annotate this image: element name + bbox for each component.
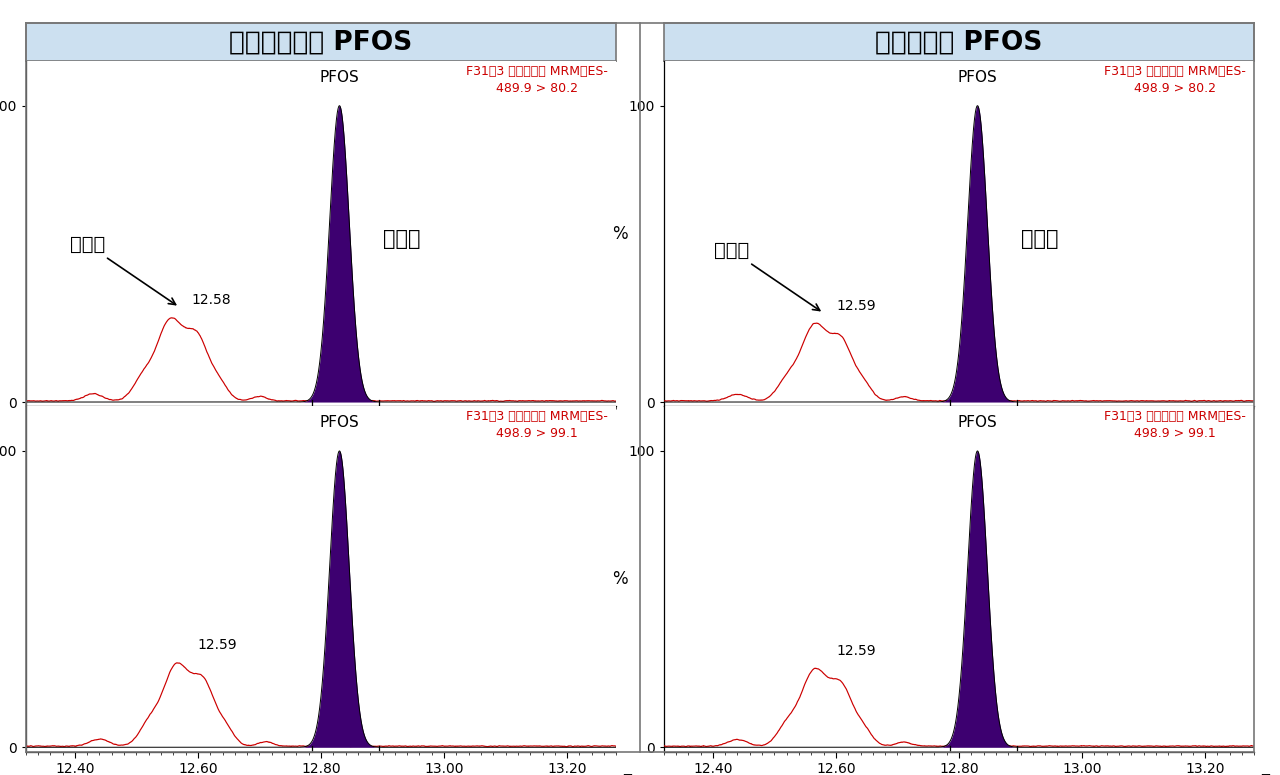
Text: 12.59: 12.59	[836, 644, 876, 659]
Text: F31：3 チャンネル MRM、ES-
498.9 > 99.1: F31：3 チャンネル MRM、ES- 498.9 > 99.1	[466, 410, 608, 440]
Text: 直鎖型: 直鎖型	[1020, 229, 1059, 249]
Text: F31：3 チャンネル MRM、ES-
498.9 > 99.1: F31：3 チャンネル MRM、ES- 498.9 > 99.1	[1103, 410, 1245, 440]
Text: 標準品中の PFOS: 標準品中の PFOS	[876, 29, 1043, 55]
Text: 分岐型: 分岐型	[714, 241, 819, 311]
Text: ヒト血清中の PFOS: ヒト血清中の PFOS	[229, 29, 412, 55]
Text: PFOS: PFOS	[320, 415, 360, 430]
Text: 分: 分	[1261, 773, 1270, 775]
Text: 分: 分	[622, 773, 632, 775]
Y-axis label: %: %	[612, 570, 627, 588]
Text: 分岐型: 分岐型	[69, 235, 175, 305]
Text: 直鎖型: 直鎖型	[383, 229, 420, 249]
Text: PFOS: PFOS	[957, 415, 997, 430]
Text: PFOS: PFOS	[957, 70, 997, 85]
Text: F31：3 チャンネル MRM、ES-
498.9 > 80.2: F31：3 チャンネル MRM、ES- 498.9 > 80.2	[1103, 64, 1245, 95]
Text: 12.58: 12.58	[192, 293, 232, 307]
Text: PFOS: PFOS	[320, 70, 360, 85]
Text: 12.59: 12.59	[198, 639, 238, 653]
Text: F31：3 チャンネル MRM、ES-
489.9 > 80.2: F31：3 チャンネル MRM、ES- 489.9 > 80.2	[466, 64, 608, 95]
Y-axis label: %: %	[612, 225, 627, 243]
Text: 12.59: 12.59	[836, 299, 876, 313]
